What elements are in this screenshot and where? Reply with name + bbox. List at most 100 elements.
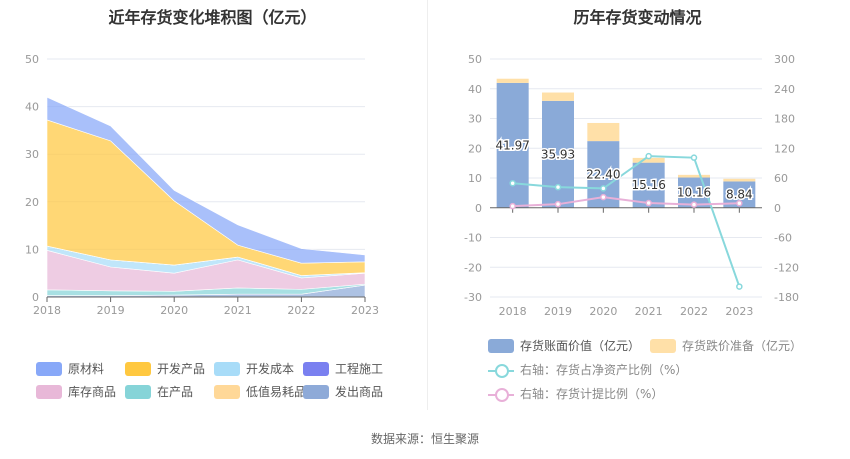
point-右轴：存货占净资产比例（%）-2018 — [509, 179, 516, 187]
left-y-tick-label: 10 — [25, 243, 39, 256]
right-y2-tick-label: -120 — [774, 261, 799, 274]
right-y2-tick-label: 300 — [774, 53, 795, 66]
right-y-tick-label: 20 — [468, 142, 482, 155]
point-右轴：存货占净资产比例（%）-2023 — [736, 283, 743, 290]
right-y-tick-label: 40 — [468, 83, 482, 96]
bar-存货跌价准备（亿元）-2019 — [542, 92, 574, 101]
right-y-tick-label: 0 — [475, 202, 482, 215]
legend-swatch — [36, 361, 62, 376]
right-x-tick-label: 2020 — [589, 305, 617, 318]
bar-存货跌价准备（亿元）-2018 — [496, 78, 529, 83]
bar-存货账面价值（亿元）-2018 — [496, 82, 529, 208]
right-x-tick-label: 2021 — [635, 305, 663, 318]
bar-value-label: 22.40 — [586, 167, 620, 181]
left-y-tick-label: 20 — [25, 196, 39, 209]
right-y-tick-label: 10 — [468, 172, 482, 185]
legend-label: 工程施工 — [335, 362, 384, 376]
point-右轴：存货占净资产比例（%）-2022 — [690, 154, 698, 161]
bar-value-label: 41.97 — [495, 138, 529, 152]
bar-存货跌价准备（亿元）-2020 — [587, 122, 620, 142]
legend-swatch — [650, 338, 676, 353]
legend-swatch — [303, 361, 329, 376]
legend-item[interactable]: 工程施工 — [303, 360, 383, 377]
left-x-tick-label: 2023 — [351, 304, 379, 317]
right-y2-tick-label: -180 — [774, 291, 799, 304]
divider — [427, 0, 428, 410]
point-右轴：存货计提比例（%）-2021 — [645, 199, 652, 207]
legend-swatch — [303, 384, 329, 399]
left-chart-title: 近年存货变化堆积图（亿元） — [108, 8, 317, 27]
legend-item[interactable]: 在产品 — [125, 383, 193, 400]
legend-item[interactable]: 库存商品 — [36, 383, 116, 400]
right-y-tick-label: -20 — [464, 261, 482, 274]
left-x-tick-label: 2022 — [287, 304, 315, 317]
point-右轴：存货计提比例（%）-2019 — [554, 200, 562, 208]
right-y2-tick-label: 240 — [774, 83, 795, 96]
legend-item[interactable]: 右轴：存货占净资产比例（%） — [488, 361, 687, 378]
legend-label: 原材料 — [68, 362, 105, 376]
legend-item[interactable]: 原材料 — [36, 360, 104, 377]
right-x-tick-label: 2023 — [725, 305, 753, 318]
legend-item[interactable]: 存货跌价准备（亿元） — [650, 337, 802, 354]
point-右轴：存货占净资产比例（%）-2020 — [600, 185, 607, 192]
legend-label: 存货跌价准备（亿元） — [682, 339, 803, 353]
bar-value-label: 35.93 — [541, 147, 575, 161]
line-右轴：存货计提比例（%） — [512, 196, 740, 208]
left-y-tick-label: 50 — [25, 53, 39, 66]
legend-label: 库存商品 — [68, 385, 117, 399]
bar-存货跌价准备（亿元）-2021 — [632, 157, 665, 163]
left-y-tick-label: 40 — [25, 101, 39, 114]
legend-label: 存货账面价值（亿元） — [520, 339, 641, 353]
data-source: 数据来源：恒生聚源 — [370, 432, 479, 446]
legend-label: 开发成本 — [246, 362, 295, 376]
right-y-tick-label: -30 — [464, 291, 482, 304]
right-y-tick-label: 50 — [468, 53, 482, 66]
right-y2-tick-label: 0 — [774, 202, 781, 215]
legend-label: 在产品 — [157, 385, 194, 399]
legend-label: 发出商品 — [335, 385, 384, 399]
legend-item[interactable]: 开发产品 — [125, 360, 205, 377]
right-y2-tick-label: 60 — [774, 172, 788, 185]
left-x-tick-label: 2021 — [224, 304, 252, 317]
legend-item[interactable]: 低值易耗品 — [214, 383, 306, 400]
point-右轴：存货计提比例（%）-2022 — [690, 201, 698, 208]
bar-value-label: 8.84 — [726, 188, 753, 202]
legend-label: 右轴：存货占净资产比例（%） — [520, 363, 688, 377]
point-右轴：存货占净资产比例（%）-2021 — [645, 152, 652, 160]
point-右轴：存货计提比例（%）-2020 — [600, 193, 607, 201]
legend-swatch — [214, 361, 240, 376]
legend-line-marker-icon — [488, 387, 514, 402]
legend-item[interactable]: 开发成本 — [214, 360, 294, 377]
left-y-tick-label: 30 — [25, 148, 39, 161]
line-右轴：存货占净资产比例（%） — [512, 155, 741, 287]
left-x-tick-label: 2019 — [97, 304, 125, 317]
right-y2-tick-label: -60 — [774, 232, 792, 245]
legend-swatch — [125, 384, 151, 399]
point-右轴：存货占净资产比例（%）-2019 — [554, 183, 562, 191]
legend-swatch — [36, 384, 62, 399]
point-右轴：存货计提比例（%）-2018 — [509, 202, 516, 210]
bar-value-label: 15.16 — [631, 178, 665, 192]
legend-item[interactable]: 发出商品 — [303, 383, 383, 400]
legend-swatch — [214, 384, 240, 399]
legend-item[interactable]: 右轴：存货计提比例（%） — [488, 385, 663, 402]
bar-存货跌价准备（亿元）-2023 — [723, 178, 756, 182]
legend-swatch — [125, 361, 151, 376]
right-y2-tick-label: 120 — [774, 142, 795, 155]
right-chart-title: 历年存货变动情况 — [573, 8, 702, 27]
left-x-tick-label: 2018 — [33, 304, 61, 317]
right-y-tick-label: -10 — [464, 232, 482, 245]
bar-存货跌价准备（亿元）-2022 — [678, 174, 710, 178]
right-y2-tick-label: 180 — [774, 113, 795, 126]
legend-line-marker-icon — [488, 363, 514, 378]
legend-item[interactable]: 存货账面价值（亿元） — [488, 337, 640, 354]
area-原材料 — [46, 96, 366, 264]
left-y-tick-label: 0 — [32, 291, 39, 304]
bar-value-label: 10.16 — [677, 186, 711, 200]
legend-label: 开发产品 — [157, 362, 206, 376]
right-y-tick-label: 30 — [468, 113, 482, 126]
point-右轴：存货计提比例（%）-2023 — [736, 199, 743, 207]
legend-swatch — [488, 338, 514, 353]
right-x-tick-label: 2019 — [544, 305, 572, 318]
